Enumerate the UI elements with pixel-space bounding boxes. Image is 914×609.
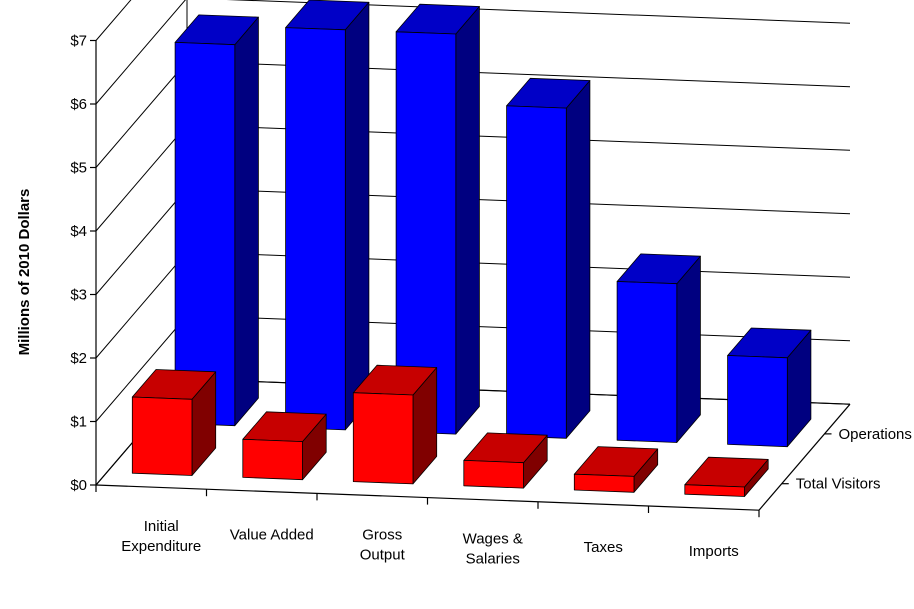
depth-axis-line xyxy=(758,403,851,511)
x-tick-label: Gross Output xyxy=(360,527,406,564)
series-axis-labels: Total Visitors Operations xyxy=(781,426,912,493)
x-axis-ticks: Initial Expenditure Value Added Gross Output… xyxy=(95,485,760,568)
bar-total-visitors xyxy=(352,364,438,485)
bar-total-visitors xyxy=(684,456,769,497)
y-tick-label: $3 xyxy=(70,287,87,304)
bar-total-visitors xyxy=(131,369,217,476)
bar-operations xyxy=(174,14,259,427)
y-axis-ticks: $0 $1 $2 $3 $4 $5 $6 $7 xyxy=(70,33,96,494)
bar-total-visitors xyxy=(242,411,327,481)
bar-operations xyxy=(727,327,812,448)
x-tick-label: Value Added xyxy=(230,526,314,543)
bar-total-visitors xyxy=(463,432,548,489)
y-tick-label: $7 xyxy=(70,33,87,50)
bar-marks xyxy=(131,0,812,497)
x-tick-label: Initial Expenditure xyxy=(121,518,201,555)
y-tick-label: $0 xyxy=(70,477,87,494)
x-tick-label: Taxes xyxy=(584,539,623,556)
x-tick-label: Wages & Salaries xyxy=(463,531,523,568)
series-label: Total Visitors xyxy=(796,476,881,493)
y-tick-label: $6 xyxy=(70,96,87,113)
y-tick-label: $4 xyxy=(70,223,87,240)
x-tick-label: Imports xyxy=(689,543,739,560)
bar-operations xyxy=(506,77,591,439)
gridline xyxy=(95,0,851,105)
series-label: Operations xyxy=(839,426,912,443)
y-tick-label: $5 xyxy=(70,160,87,177)
y-tick-label: $1 xyxy=(70,414,87,431)
bar-total-visitors xyxy=(573,446,659,493)
gridline xyxy=(95,0,132,41)
y-axis-title: Millions of 2010 Dollars xyxy=(16,189,33,356)
y-tick-label: $2 xyxy=(70,350,87,367)
bar-operations xyxy=(285,0,370,431)
bar-operations xyxy=(616,253,701,443)
